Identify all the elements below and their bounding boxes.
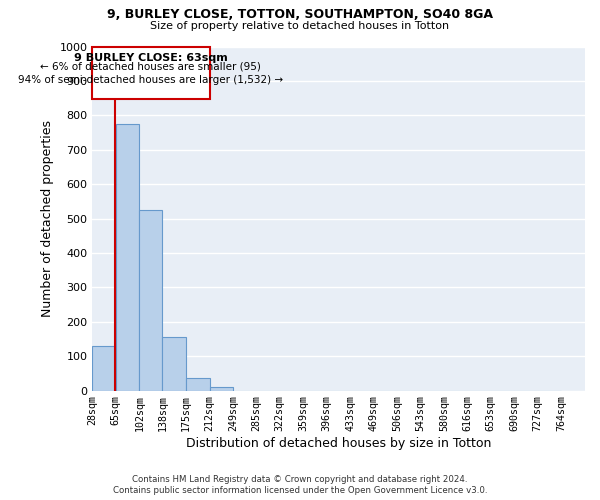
Y-axis label: Number of detached properties: Number of detached properties xyxy=(41,120,54,317)
Bar xyxy=(209,387,233,390)
Bar xyxy=(92,346,116,391)
Text: 9, BURLEY CLOSE, TOTTON, SOUTHAMPTON, SO40 8GA: 9, BURLEY CLOSE, TOTTON, SOUTHAMPTON, SO… xyxy=(107,8,493,20)
FancyBboxPatch shape xyxy=(92,46,209,99)
Text: 9 BURLEY CLOSE: 63sqm: 9 BURLEY CLOSE: 63sqm xyxy=(74,52,228,62)
Bar xyxy=(116,124,139,390)
Bar xyxy=(163,338,186,390)
Bar xyxy=(139,210,163,390)
Text: Contains public sector information licensed under the Open Government Licence v3: Contains public sector information licen… xyxy=(113,486,487,495)
Text: Contains HM Land Registry data © Crown copyright and database right 2024.: Contains HM Land Registry data © Crown c… xyxy=(132,475,468,484)
Text: ← 6% of detached houses are smaller (95): ← 6% of detached houses are smaller (95) xyxy=(40,62,262,72)
X-axis label: Distribution of detached houses by size in Totton: Distribution of detached houses by size … xyxy=(186,437,491,450)
Text: Size of property relative to detached houses in Totton: Size of property relative to detached ho… xyxy=(151,21,449,31)
Text: 94% of semi-detached houses are larger (1,532) →: 94% of semi-detached houses are larger (… xyxy=(19,74,283,85)
Bar xyxy=(186,378,209,390)
